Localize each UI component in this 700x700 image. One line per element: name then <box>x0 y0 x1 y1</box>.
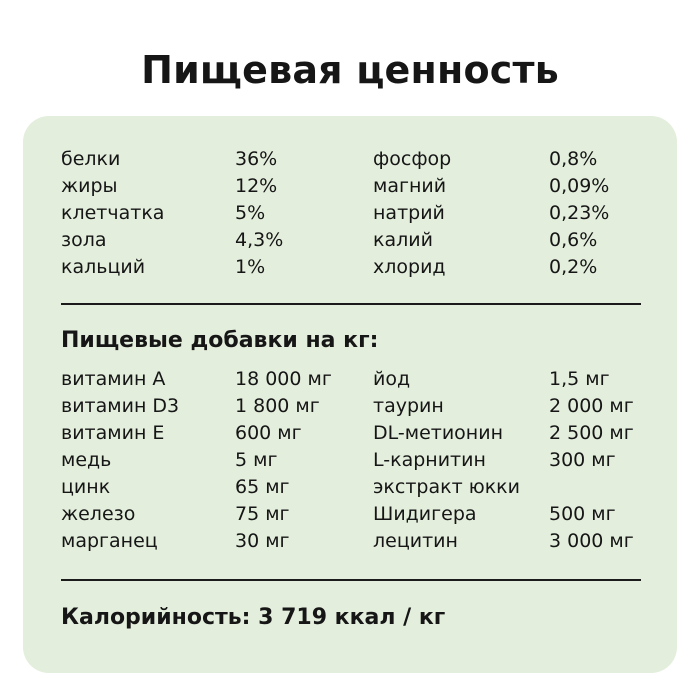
additive-name: витамин A <box>61 368 166 390</box>
nutrient-value: 1% <box>235 256 266 278</box>
nutrient-value: 5% <box>235 202 266 224</box>
nutrient-value: 36% <box>235 148 278 170</box>
additive-name: йод <box>373 368 411 390</box>
additive-value: 65 мг <box>235 476 290 498</box>
nutrient-value: 4,3% <box>235 229 284 251</box>
nutrient-name: белки <box>61 148 121 170</box>
section-divider <box>61 303 641 305</box>
additive-name: медь <box>61 449 112 471</box>
additive-name: DL-метионин <box>373 422 503 444</box>
nutrient-name: кальций <box>61 256 146 278</box>
nutrient-name: хлорид <box>373 256 446 278</box>
additive-name: экстракт юкки <box>373 476 520 498</box>
nutrient-value: 0,23% <box>549 202 610 224</box>
additives-heading: Пищевые добавки на кг: <box>61 328 379 353</box>
additive-name: цинк <box>61 476 111 498</box>
nutrient-value: 12% <box>235 175 278 197</box>
additive-value: 75 мг <box>235 503 290 525</box>
nutrient-name: клетчатка <box>61 202 165 224</box>
additive-name: L-карнитин <box>373 449 486 471</box>
additive-value: 500 мг <box>549 503 616 525</box>
nutrient-value: 0,09% <box>549 175 610 197</box>
section-divider <box>61 579 641 581</box>
nutrient-value: 0,8% <box>549 148 598 170</box>
nutrient-value: 0,6% <box>549 229 598 251</box>
additive-name: витамин E <box>61 422 165 444</box>
additive-name: таурин <box>373 395 444 417</box>
additive-value: 30 мг <box>235 530 290 552</box>
additive-name: марганец <box>61 530 158 552</box>
page-title: Пищевая ценность <box>141 48 559 92</box>
additive-value: 18 000 мг <box>235 368 332 390</box>
additive-name: железо <box>61 503 136 525</box>
additive-value: 1 800 мг <box>235 395 320 417</box>
nutrient-name: зола <box>61 229 107 251</box>
nutrient-name: жиры <box>61 175 118 197</box>
additive-value: 3 000 мг <box>549 530 634 552</box>
nutrient-value: 0,2% <box>549 256 598 278</box>
nutrient-name: магний <box>373 175 447 197</box>
nutrient-name: фосфор <box>373 148 452 170</box>
additive-name: Шидигера <box>373 503 477 525</box>
additive-name: лецитин <box>373 530 458 552</box>
additive-value: 1,5 мг <box>549 368 610 390</box>
nutrient-name: калий <box>373 229 433 251</box>
additive-value: 2 000 мг <box>549 395 634 417</box>
additive-value: 300 мг <box>549 449 616 471</box>
nutrient-name: натрий <box>373 202 445 224</box>
additive-name: витамин D3 <box>61 395 180 417</box>
additive-value: 600 мг <box>235 422 302 444</box>
calories-text: Калорийность: 3 719 ккал / кг <box>61 605 446 630</box>
additive-value: 5 мг <box>235 449 278 471</box>
additive-value: 2 500 мг <box>549 422 634 444</box>
nutrition-card: белки 36% фосфор 0,8% жиры 12% магний 0,… <box>23 116 677 673</box>
